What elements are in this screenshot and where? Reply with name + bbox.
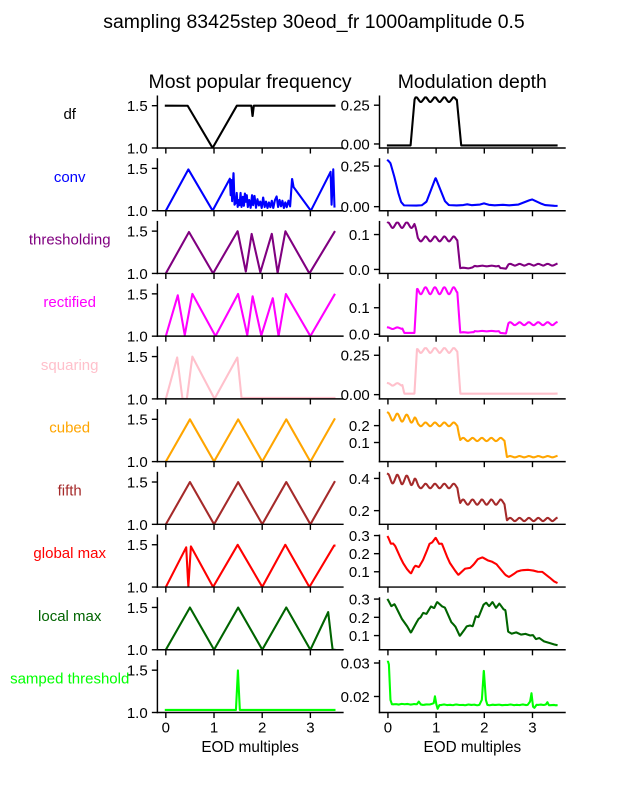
svg-text:1.0: 1.0 — [127, 642, 148, 659]
svg-text:1.5: 1.5 — [127, 537, 148, 554]
svg-text:0.0: 0.0 — [349, 262, 370, 279]
svg-text:0.2: 0.2 — [349, 418, 370, 435]
svg-text:local max: local max — [38, 608, 102, 625]
svg-text:0.0: 0.0 — [349, 327, 370, 344]
svg-text:samped threshold: samped threshold — [10, 671, 129, 688]
svg-text:EOD multiples: EOD multiples — [201, 739, 299, 756]
svg-text:Most popular frequency: Most popular frequency — [149, 71, 352, 93]
svg-text:1.0: 1.0 — [127, 140, 148, 157]
svg-text:Modulation depth: Modulation depth — [398, 71, 547, 93]
svg-text:1.0: 1.0 — [127, 266, 148, 283]
svg-text:1.0: 1.0 — [127, 391, 148, 408]
svg-text:squaring: squaring — [41, 357, 99, 374]
svg-text:0.2: 0.2 — [349, 546, 370, 563]
svg-text:0.00: 0.00 — [341, 199, 370, 216]
svg-text:df: df — [63, 106, 76, 123]
svg-text:0.1: 0.1 — [349, 564, 370, 581]
svg-text:3: 3 — [528, 720, 536, 737]
svg-text:0.25: 0.25 — [341, 348, 370, 365]
svg-text:1.5: 1.5 — [127, 663, 148, 680]
svg-text:1.0: 1.0 — [127, 579, 148, 596]
svg-text:0.03: 0.03 — [341, 655, 370, 672]
svg-text:0.1: 0.1 — [349, 300, 370, 317]
svg-text:0.3: 0.3 — [349, 528, 370, 545]
svg-text:1.5: 1.5 — [127, 412, 148, 429]
svg-text:0.2: 0.2 — [349, 503, 370, 520]
svg-text:0.02: 0.02 — [341, 689, 370, 706]
svg-text:0.3: 0.3 — [349, 592, 370, 609]
svg-text:0.00: 0.00 — [341, 387, 370, 404]
svg-text:2: 2 — [258, 720, 266, 737]
svg-text:0.2: 0.2 — [349, 610, 370, 627]
svg-text:EOD multiples: EOD multiples — [424, 739, 522, 756]
svg-text:0: 0 — [162, 720, 170, 737]
svg-text:0.1: 0.1 — [349, 628, 370, 645]
svg-text:1.0: 1.0 — [127, 517, 148, 534]
svg-text:2: 2 — [480, 720, 488, 737]
svg-text:sampling 83425step 30eod_fr 10: sampling 83425step 30eod_fr 1000amplitud… — [103, 11, 524, 33]
svg-text:1.0: 1.0 — [127, 705, 148, 722]
svg-text:0: 0 — [384, 720, 392, 737]
svg-text:1.0: 1.0 — [127, 203, 148, 220]
svg-text:1.5: 1.5 — [127, 161, 148, 178]
svg-text:1.5: 1.5 — [127, 600, 148, 617]
svg-text:1.5: 1.5 — [127, 98, 148, 115]
svg-text:1: 1 — [210, 720, 218, 737]
svg-text:0.00: 0.00 — [341, 136, 370, 153]
svg-text:fifth: fifth — [58, 482, 82, 499]
svg-text:1.5: 1.5 — [127, 286, 148, 303]
svg-text:1.5: 1.5 — [127, 474, 148, 491]
svg-text:0.1: 0.1 — [349, 227, 370, 244]
svg-text:1.5: 1.5 — [127, 349, 148, 366]
svg-text:rectified: rectified — [43, 294, 96, 311]
svg-text:0.1: 0.1 — [349, 435, 370, 452]
svg-text:global max: global max — [33, 545, 106, 562]
svg-text:thresholding: thresholding — [29, 232, 111, 249]
svg-text:1.0: 1.0 — [127, 454, 148, 471]
svg-text:0.25: 0.25 — [341, 98, 370, 115]
svg-text:1.0: 1.0 — [127, 329, 148, 346]
svg-text:conv: conv — [54, 169, 86, 186]
svg-text:0.25: 0.25 — [341, 159, 370, 176]
svg-text:1: 1 — [432, 720, 440, 737]
svg-text:cubed: cubed — [49, 420, 90, 437]
svg-text:0.4: 0.4 — [349, 471, 370, 488]
svg-text:1.5: 1.5 — [127, 224, 148, 241]
svg-text:3: 3 — [306, 720, 314, 737]
